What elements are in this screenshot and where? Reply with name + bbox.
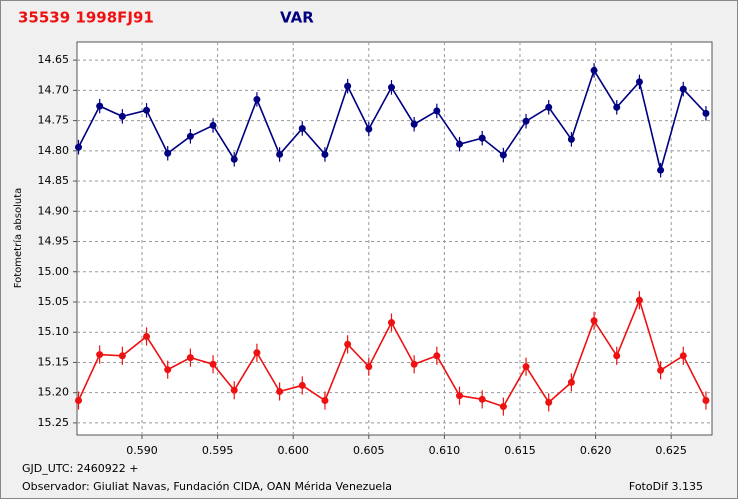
data-point [657,366,665,374]
y-tick-label: 15.15 [38,355,70,368]
y-tick-label: 15.10 [38,325,70,338]
y-tick-label: 14.95 [38,235,70,248]
data-point [613,352,621,360]
data-point [230,155,238,163]
y-tick-label: 14.90 [38,204,70,217]
data-point [209,360,217,368]
data-point [635,78,643,86]
data-point [365,363,373,371]
data-point [143,332,151,340]
data-point [433,107,441,115]
x-tick-label: 0.590 [126,444,158,457]
data-point [344,82,352,90]
data-point [410,120,418,128]
data-point [253,95,261,103]
chart-title: 35539 1998FJ91 [18,9,154,27]
data-point [321,150,329,158]
data-point [118,112,126,120]
data-point [590,317,598,325]
data-point [499,151,507,159]
x-tick-label: 0.625 [655,444,687,457]
y-tick-label: 14.75 [38,114,70,127]
data-point [230,386,238,394]
data-point [298,124,306,132]
data-point [545,103,553,111]
chart-subtitle: VAR [280,9,314,27]
y-tick-label: 14.65 [38,53,70,66]
data-point [522,117,530,125]
data-point [590,66,598,74]
y-tick-label: 15.00 [38,265,70,278]
data-point [75,397,83,405]
data-point [96,351,104,359]
data-point [478,395,486,403]
data-point [567,378,575,386]
data-point [164,366,172,374]
data-point [635,296,643,304]
data-point [344,340,352,348]
data-point [567,135,575,143]
data-point [96,102,104,110]
data-point [75,143,83,151]
data-point [679,352,687,360]
data-point [499,403,507,411]
y-axis-label: Fotometría absoluta [12,188,24,289]
data-point [387,319,395,327]
y-tick-label: 14.80 [38,144,70,157]
data-point [253,349,261,357]
data-point [522,363,530,371]
data-point [298,381,306,389]
data-point [613,103,621,111]
data-point [387,83,395,91]
footer-right: FotoDif 3.135 [629,480,703,493]
x-tick-label: 0.595 [202,444,234,457]
y-tick-label: 14.70 [38,83,70,96]
x-tick-label: 0.605 [353,444,385,457]
plot-area [76,41,713,436]
data-point [321,397,329,405]
y-tick-label: 15.25 [38,416,70,429]
data-point [186,132,194,140]
x-tick-label: 0.600 [277,444,309,457]
data-point [679,85,687,93]
data-point [702,397,710,405]
data-point [365,125,373,133]
data-point [433,352,441,360]
data-point [143,106,151,114]
data-point [276,387,284,395]
data-point [118,352,126,360]
y-tick-label: 14.85 [38,174,70,187]
y-tick-label: 15.20 [38,386,70,399]
data-point [276,150,284,158]
data-point [657,166,665,174]
data-point [702,109,710,117]
x-tick-label: 0.620 [580,444,612,457]
x-axis-label: GJD_UTC: 2460922 + [22,462,138,475]
data-point [410,360,418,368]
data-point [164,149,172,157]
y-tick-label: 15.05 [38,295,70,308]
x-tick-label: 0.610 [429,444,461,457]
data-point [456,392,464,400]
data-point [186,354,194,362]
data-point [209,121,217,129]
data-point [545,398,553,406]
x-tick-label: 0.615 [504,444,536,457]
footer-left: Observador: Giuliat Navas, Fundación CID… [22,480,392,493]
data-point [478,134,486,142]
data-point [456,140,464,148]
